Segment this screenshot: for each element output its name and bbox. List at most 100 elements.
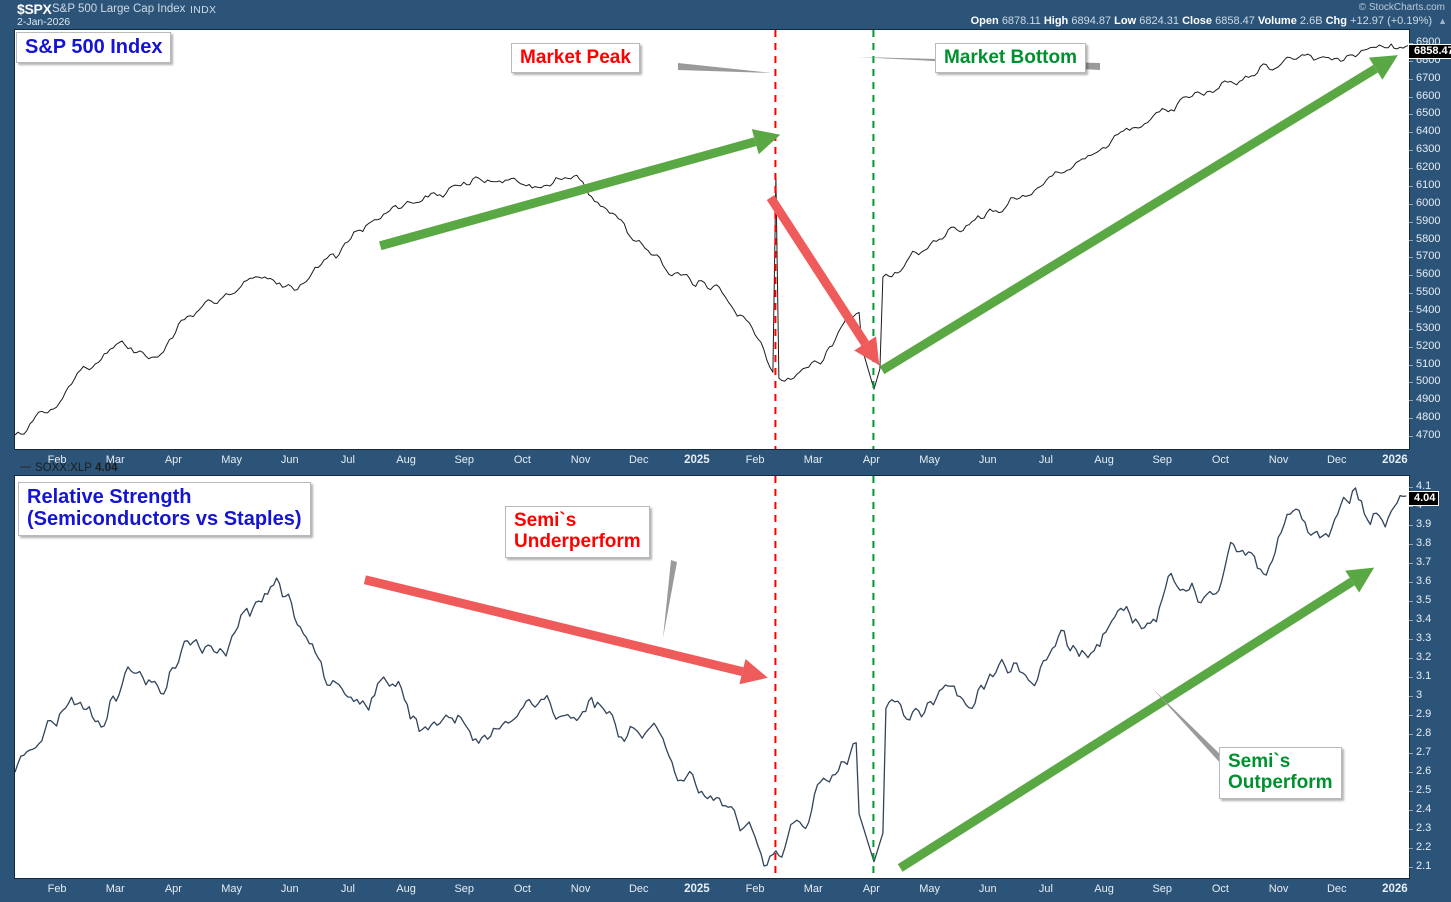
y-axis-tick-label: 3.9 [1416, 518, 1432, 530]
y-axis-tick-mark [1409, 658, 1413, 659]
x-axis-month-label: Apr [164, 883, 182, 895]
y-axis-tick-label: 4700 [1416, 429, 1441, 441]
y-axis-tick-mark [1409, 867, 1413, 868]
ratio-uptrend-arrow [897, 567, 1375, 872]
close-label: Close [1182, 15, 1213, 27]
y-axis-tick-mark [1409, 293, 1413, 295]
ratio-line-svg [15, 476, 1409, 878]
y-axis-tick-label: 2.5 [1416, 784, 1432, 796]
spx-line-svg [15, 30, 1409, 449]
x-axis-year-label: 2025 [684, 454, 710, 466]
y-axis-tick-label: 5300 [1416, 321, 1441, 334]
x-axis-month-label: Jul [1038, 883, 1053, 895]
y-axis-tick-label: 3.3 [1416, 632, 1432, 644]
ratio-last-value: 4.04 [95, 462, 118, 474]
y-axis-tick-label: 4800 [1416, 411, 1441, 424]
x-axis-month-label: Dec [1326, 883, 1347, 895]
last-price-tag: 6858.47 [1403, 43, 1451, 59]
y-axis-tick-mark [1409, 346, 1413, 348]
y-axis-tick-label: 6800 [1416, 53, 1441, 66]
x-axis-month-label: Dec [1326, 454, 1347, 466]
relative-strength-title-callout: Relative Strength (Semiconductors vs Sta… [18, 482, 311, 536]
low-label: Low [1114, 15, 1137, 27]
y-axis-tick-label: 2.2 [1416, 841, 1432, 853]
x-axis-month-label: Aug [396, 454, 416, 466]
x-axis-month-label: Sep [454, 883, 475, 895]
y-axis-tick-mark [1409, 364, 1413, 366]
y-axis-tick-label: 2.6 [1416, 765, 1432, 777]
y-axis-tick-mark [1409, 96, 1413, 98]
y-axis-tick-label: 3 [1416, 689, 1423, 701]
x-axis-month-label: May [221, 454, 242, 466]
y-axis-tick-label: 3.5 [1416, 594, 1432, 606]
spx-chart-panel[interactable] [14, 29, 1410, 450]
x-axis-month-label: Aug [1094, 883, 1114, 895]
y-axis-tick-label: 5200 [1416, 339, 1441, 352]
y-axis-tick-mark [1409, 753, 1413, 754]
x-axis-year-label: 2026 [1382, 454, 1408, 466]
x-axis-month-label: Dec [628, 454, 649, 466]
y-axis-tick-label: 6500 [1416, 107, 1441, 120]
y-axis-tick-mark [1409, 487, 1413, 488]
y-axis-tick-label: 4.1 [1416, 480, 1432, 492]
y-axis-tick-label: 3.7 [1416, 556, 1432, 568]
x-axis-month-label: Jul [1038, 454, 1053, 466]
series-color-swatch [20, 466, 31, 468]
y-axis-tick-label: 4900 [1416, 393, 1441, 406]
y-axis-tick-mark [1409, 310, 1413, 312]
y-axis-tick-label: 6700 [1416, 71, 1441, 84]
open-label: Open [970, 15, 999, 27]
x-axis-month-label: Aug [1094, 454, 1114, 466]
y-axis-tick-mark [1409, 563, 1413, 564]
x-axis-month-label: Nov [1268, 454, 1289, 466]
chart-header: $SPX S&P 500 Large Cap Index INDX 2-Jan-… [0, 0, 1451, 30]
low-value: 6824.31 [1139, 15, 1179, 27]
y-axis-tick-label: 2.3 [1416, 822, 1432, 834]
y-axis-tick-label: 2.9 [1416, 708, 1432, 720]
stockcharts-watermark: © StockCharts.com [1358, 2, 1445, 13]
spx-uptrend-arrow-1 [379, 129, 781, 251]
x-axis-year-label: 2026 [1382, 883, 1408, 895]
x-axis-month-label: Feb [47, 454, 67, 466]
y-axis-tick-mark [1409, 829, 1413, 830]
spx-uptrend-arrow-2 [879, 55, 1398, 375]
x-axis-month-label: Oct [1211, 454, 1229, 466]
market-peak-callout: Market Peak [511, 43, 640, 74]
x-axis-month-label: Feb [745, 883, 765, 895]
y-axis-tick-label: 3.4 [1416, 613, 1432, 625]
header-instrument-name: S&P 500 Large Cap Index [52, 3, 186, 15]
quote-summary: Open 6878.11 High 6894.87 Low 6824.31 Cl… [971, 15, 1447, 27]
y-axis-tick-mark [1409, 677, 1413, 678]
spx-y-axis: 6900 6800 6700 6600 6500 6400 6300 6200 6100 6000… [1403, 29, 1451, 450]
x-axis-month-label: Mar [803, 454, 823, 466]
header-symbol: $SPX [17, 1, 52, 17]
x-axis-month-label: Mar [105, 454, 125, 466]
y-axis-tick-mark [1409, 639, 1413, 640]
x-axis-month-label: May [919, 883, 940, 895]
y-axis-tick-mark [1409, 60, 1413, 62]
y-axis-tick-mark [1409, 203, 1413, 205]
x-axis-month-label: Sep [1152, 883, 1173, 895]
y-axis-tick-label: 5700 [1416, 250, 1441, 263]
y-axis-tick-mark [1409, 506, 1413, 507]
x-axis-month-label: May [221, 883, 242, 895]
y-axis-tick-label: 5800 [1416, 232, 1441, 245]
x-axis-month-label: Oct [513, 883, 531, 895]
y-axis-tick-label: 5000 [1416, 375, 1441, 388]
y-axis-tick-mark [1409, 734, 1413, 735]
y-axis-tick-label: 5400 [1416, 303, 1441, 316]
y-axis-tick-mark [1409, 772, 1413, 773]
ratio-symbol: SOXX:XLP [35, 462, 92, 474]
x-axis-year-label: 2025 [684, 883, 710, 895]
ratio-x-axis: Feb Mar Apr May Jun Jul Aug Sep Oct Nov Dec 2025 Feb… [14, 879, 1410, 900]
y-axis-tick-mark [1409, 185, 1413, 187]
semis-outperform-callout: Semi`s Outperform [1219, 747, 1342, 799]
y-axis-tick-mark [1409, 275, 1413, 277]
y-axis-tick-label: 2.1 [1416, 860, 1432, 872]
y-axis-tick-label: 6100 [1416, 178, 1441, 191]
y-axis-tick-mark [1409, 114, 1413, 116]
y-axis-tick-mark [1409, 132, 1413, 134]
ratio-line [15, 487, 1409, 867]
y-axis-tick-label: 3.2 [1416, 651, 1432, 663]
